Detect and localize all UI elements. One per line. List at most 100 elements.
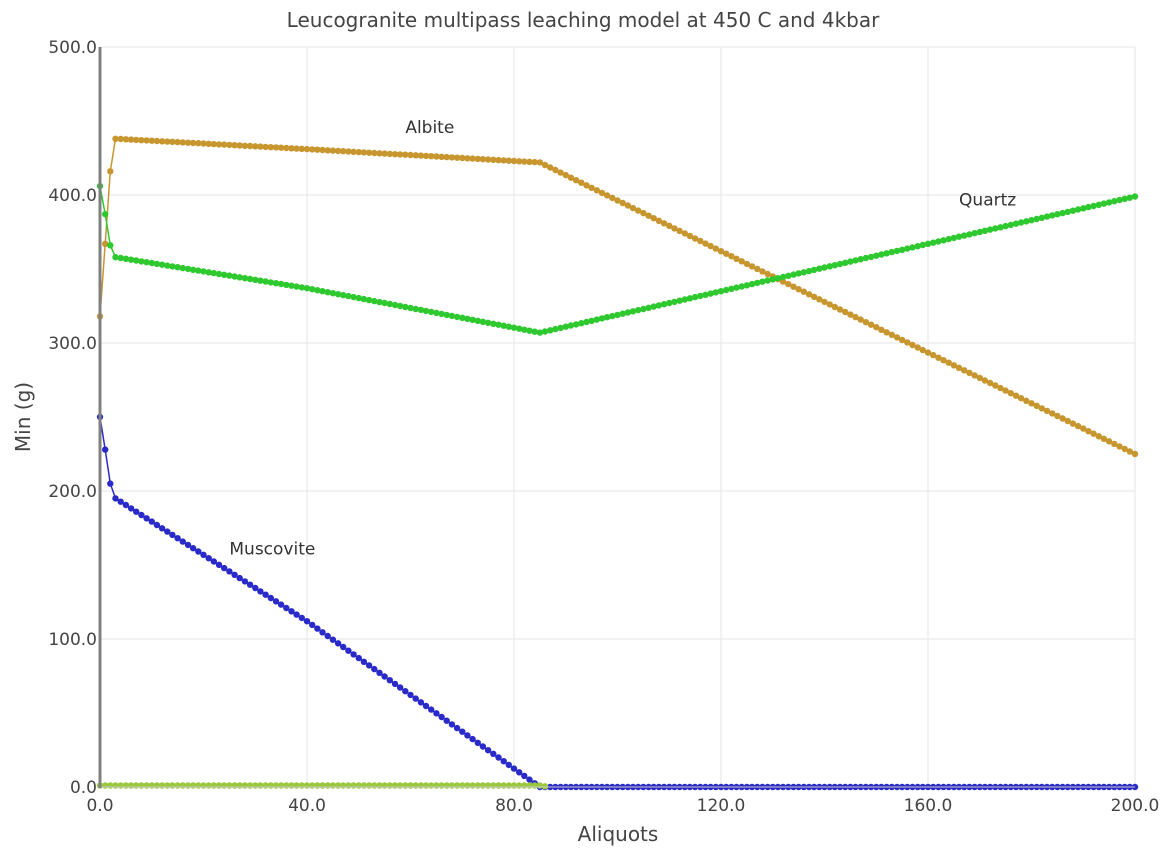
data-point <box>148 259 155 267</box>
data-point <box>754 279 761 287</box>
data-point <box>935 354 942 361</box>
data-point <box>526 327 533 334</box>
data-point <box>919 241 926 249</box>
data-point <box>831 262 838 269</box>
data-point <box>205 140 212 147</box>
data-point <box>443 153 450 161</box>
data-point <box>1116 196 1123 204</box>
data-point <box>195 267 202 274</box>
data-point <box>578 320 585 327</box>
data-point <box>1049 410 1056 417</box>
data-point <box>686 295 694 302</box>
data-point <box>453 313 461 321</box>
data-point <box>283 281 290 289</box>
data-point <box>371 149 378 157</box>
data-point <box>836 306 844 313</box>
data-point <box>453 724 461 732</box>
data-point <box>407 151 414 159</box>
tick-labels: 0.0 40.0 80.0 120.0 160.0 200.0 0.0 100.0 200.0 3… <box>48 38 1159 816</box>
data-point <box>303 285 311 292</box>
data-point <box>309 286 316 293</box>
data-point <box>319 288 326 295</box>
data-point <box>143 259 150 266</box>
data-point <box>179 264 186 272</box>
data-point <box>635 207 642 214</box>
data-point <box>298 614 305 622</box>
data-point <box>133 257 140 264</box>
data-point <box>422 307 430 315</box>
data-point <box>236 574 243 582</box>
data-point <box>262 591 269 598</box>
data-point <box>505 761 512 769</box>
data-point <box>510 324 518 331</box>
data-point <box>293 145 300 152</box>
data-point <box>919 346 926 354</box>
data-point <box>826 263 833 270</box>
data-point <box>1085 203 1092 211</box>
data-point <box>422 702 430 710</box>
data-point <box>800 269 807 276</box>
data-point <box>603 314 611 321</box>
data-point <box>536 329 544 336</box>
data-point <box>272 280 280 287</box>
data-point <box>334 640 342 647</box>
data-point <box>857 316 864 323</box>
data-point <box>288 282 295 289</box>
data-point <box>707 242 714 250</box>
data-point <box>516 325 523 332</box>
data-point <box>1080 425 1087 432</box>
data-point <box>609 312 616 320</box>
data-point <box>728 285 735 292</box>
data-point <box>226 568 233 575</box>
data-point <box>940 357 947 364</box>
data-point <box>448 154 456 161</box>
data-point <box>262 143 269 151</box>
data-point <box>407 304 414 312</box>
data-point <box>790 283 797 290</box>
data-point <box>614 311 621 319</box>
x-axis-label: Aliquots <box>578 822 659 846</box>
data-point <box>459 728 466 735</box>
data-point <box>966 369 973 377</box>
data-point <box>676 227 683 235</box>
data-point <box>971 230 978 237</box>
x-tick-label: 160.0 <box>904 796 953 816</box>
series-quartz <box>96 182 1139 336</box>
data-point <box>676 297 683 304</box>
data-point <box>169 531 176 539</box>
data-point <box>469 735 476 743</box>
y-axis-label: Min (g) <box>11 382 35 452</box>
data-point <box>252 276 259 283</box>
data-point <box>567 322 575 329</box>
data-point <box>743 282 751 289</box>
data-point <box>723 286 730 294</box>
data-point <box>619 310 626 317</box>
data-point <box>495 321 502 328</box>
data-point <box>650 215 657 222</box>
data-point <box>241 578 249 585</box>
data-point <box>117 135 124 143</box>
series-line <box>99 416 1135 788</box>
data-point <box>1126 194 1134 201</box>
data-point <box>547 327 554 334</box>
annotation-albite: Albite <box>405 118 454 138</box>
data-point <box>474 155 481 163</box>
data-point <box>412 152 419 159</box>
data-point <box>200 551 207 558</box>
data-point <box>241 142 249 149</box>
data-point <box>479 743 487 750</box>
data-point <box>298 145 305 152</box>
data-point <box>500 758 507 765</box>
data-point <box>469 155 476 162</box>
data-point <box>795 286 802 293</box>
data-point <box>541 328 549 335</box>
data-point <box>417 699 425 706</box>
data-point <box>448 721 456 728</box>
data-point <box>971 372 978 379</box>
data-point <box>210 558 217 565</box>
data-point <box>402 151 409 158</box>
data-point <box>697 292 704 300</box>
data-point <box>1043 407 1051 415</box>
data-point <box>572 321 580 328</box>
data-point <box>309 621 316 629</box>
